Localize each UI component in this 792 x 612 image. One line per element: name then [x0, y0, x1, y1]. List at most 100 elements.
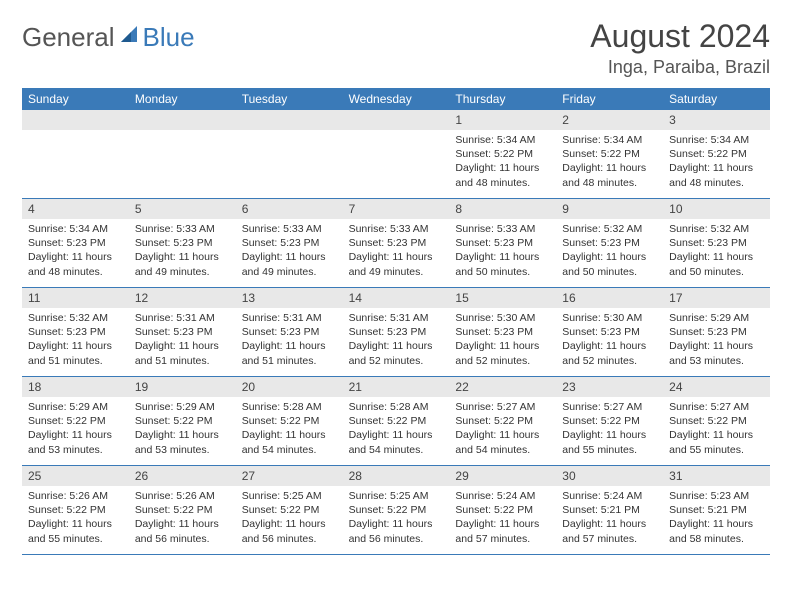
day-details: Sunrise: 5:26 AMSunset: 5:22 PMDaylight:…	[22, 486, 129, 551]
weekday-cell: Tuesday	[236, 88, 343, 110]
day-cell: 4Sunrise: 5:34 AMSunset: 5:23 PMDaylight…	[22, 199, 129, 287]
day-cell: 30Sunrise: 5:24 AMSunset: 5:21 PMDayligh…	[556, 466, 663, 554]
day-details: Sunrise: 5:29 AMSunset: 5:22 PMDaylight:…	[129, 397, 236, 462]
day-cell: 1Sunrise: 5:34 AMSunset: 5:22 PMDaylight…	[449, 110, 556, 198]
day-cell: 24Sunrise: 5:27 AMSunset: 5:22 PMDayligh…	[663, 377, 770, 465]
day-cell: 10Sunrise: 5:32 AMSunset: 5:23 PMDayligh…	[663, 199, 770, 287]
day-details: Sunrise: 5:33 AMSunset: 5:23 PMDaylight:…	[236, 219, 343, 284]
day-number: 1	[449, 110, 556, 130]
day-details: Sunrise: 5:34 AMSunset: 5:22 PMDaylight:…	[663, 130, 770, 195]
empty-day-number	[129, 110, 236, 130]
day-number: 11	[22, 288, 129, 308]
day-cell: 7Sunrise: 5:33 AMSunset: 5:23 PMDaylight…	[343, 199, 450, 287]
day-details: Sunrise: 5:34 AMSunset: 5:23 PMDaylight:…	[22, 219, 129, 284]
day-number: 17	[663, 288, 770, 308]
day-cell: 18Sunrise: 5:29 AMSunset: 5:22 PMDayligh…	[22, 377, 129, 465]
day-details: Sunrise: 5:31 AMSunset: 5:23 PMDaylight:…	[343, 308, 450, 373]
empty-day-number	[236, 110, 343, 130]
day-cell: 19Sunrise: 5:29 AMSunset: 5:22 PMDayligh…	[129, 377, 236, 465]
logo: General Blue	[22, 22, 195, 53]
day-cell: 6Sunrise: 5:33 AMSunset: 5:23 PMDaylight…	[236, 199, 343, 287]
weeks-container: 1Sunrise: 5:34 AMSunset: 5:22 PMDaylight…	[22, 110, 770, 555]
day-number: 20	[236, 377, 343, 397]
calendar: SundayMondayTuesdayWednesdayThursdayFrid…	[22, 88, 770, 555]
day-cell: 15Sunrise: 5:30 AMSunset: 5:23 PMDayligh…	[449, 288, 556, 376]
day-cell: 2Sunrise: 5:34 AMSunset: 5:22 PMDaylight…	[556, 110, 663, 198]
day-details: Sunrise: 5:31 AMSunset: 5:23 PMDaylight:…	[236, 308, 343, 373]
day-details: Sunrise: 5:30 AMSunset: 5:23 PMDaylight:…	[556, 308, 663, 373]
day-cell: 21Sunrise: 5:28 AMSunset: 5:22 PMDayligh…	[343, 377, 450, 465]
weekday-cell: Sunday	[22, 88, 129, 110]
header: General Blue August 2024 Inga, Paraiba, …	[22, 18, 770, 78]
day-number: 13	[236, 288, 343, 308]
day-number: 15	[449, 288, 556, 308]
title-block: August 2024 Inga, Paraiba, Brazil	[590, 18, 770, 78]
day-cell: 22Sunrise: 5:27 AMSunset: 5:22 PMDayligh…	[449, 377, 556, 465]
day-number: 12	[129, 288, 236, 308]
day-number: 21	[343, 377, 450, 397]
weekday-header-row: SundayMondayTuesdayWednesdayThursdayFrid…	[22, 88, 770, 110]
week-row: 1Sunrise: 5:34 AMSunset: 5:22 PMDaylight…	[22, 110, 770, 199]
day-cell: 23Sunrise: 5:27 AMSunset: 5:22 PMDayligh…	[556, 377, 663, 465]
empty-day-number	[22, 110, 129, 130]
day-details: Sunrise: 5:24 AMSunset: 5:21 PMDaylight:…	[556, 486, 663, 551]
day-details: Sunrise: 5:28 AMSunset: 5:22 PMDaylight:…	[236, 397, 343, 462]
week-row: 4Sunrise: 5:34 AMSunset: 5:23 PMDaylight…	[22, 199, 770, 288]
day-number: 9	[556, 199, 663, 219]
day-cell: 13Sunrise: 5:31 AMSunset: 5:23 PMDayligh…	[236, 288, 343, 376]
day-number: 19	[129, 377, 236, 397]
month-title: August 2024	[590, 18, 770, 55]
day-number: 2	[556, 110, 663, 130]
day-details: Sunrise: 5:25 AMSunset: 5:22 PMDaylight:…	[236, 486, 343, 551]
day-details: Sunrise: 5:29 AMSunset: 5:22 PMDaylight:…	[22, 397, 129, 462]
empty-day-number	[343, 110, 450, 130]
weekday-cell: Wednesday	[343, 88, 450, 110]
day-number: 24	[663, 377, 770, 397]
day-details: Sunrise: 5:26 AMSunset: 5:22 PMDaylight:…	[129, 486, 236, 551]
day-details: Sunrise: 5:31 AMSunset: 5:23 PMDaylight:…	[129, 308, 236, 373]
day-cell	[129, 110, 236, 198]
day-number: 8	[449, 199, 556, 219]
day-cell: 14Sunrise: 5:31 AMSunset: 5:23 PMDayligh…	[343, 288, 450, 376]
day-number: 29	[449, 466, 556, 486]
day-cell: 26Sunrise: 5:26 AMSunset: 5:22 PMDayligh…	[129, 466, 236, 554]
logo-text-blue: Blue	[143, 22, 195, 53]
day-cell: 31Sunrise: 5:23 AMSunset: 5:21 PMDayligh…	[663, 466, 770, 554]
day-number: 7	[343, 199, 450, 219]
day-details: Sunrise: 5:27 AMSunset: 5:22 PMDaylight:…	[556, 397, 663, 462]
day-cell: 29Sunrise: 5:24 AMSunset: 5:22 PMDayligh…	[449, 466, 556, 554]
logo-text-general: General	[22, 22, 115, 53]
day-cell	[22, 110, 129, 198]
day-number: 25	[22, 466, 129, 486]
day-cell: 27Sunrise: 5:25 AMSunset: 5:22 PMDayligh…	[236, 466, 343, 554]
day-details: Sunrise: 5:27 AMSunset: 5:22 PMDaylight:…	[663, 397, 770, 462]
day-number: 22	[449, 377, 556, 397]
day-details: Sunrise: 5:27 AMSunset: 5:22 PMDaylight:…	[449, 397, 556, 462]
weekday-cell: Monday	[129, 88, 236, 110]
day-cell	[236, 110, 343, 198]
day-details: Sunrise: 5:32 AMSunset: 5:23 PMDaylight:…	[22, 308, 129, 373]
day-details: Sunrise: 5:32 AMSunset: 5:23 PMDaylight:…	[556, 219, 663, 284]
day-details: Sunrise: 5:32 AMSunset: 5:23 PMDaylight:…	[663, 219, 770, 284]
day-number: 14	[343, 288, 450, 308]
day-details: Sunrise: 5:34 AMSunset: 5:22 PMDaylight:…	[449, 130, 556, 195]
day-details: Sunrise: 5:25 AMSunset: 5:22 PMDaylight:…	[343, 486, 450, 551]
day-details: Sunrise: 5:30 AMSunset: 5:23 PMDaylight:…	[449, 308, 556, 373]
day-cell: 20Sunrise: 5:28 AMSunset: 5:22 PMDayligh…	[236, 377, 343, 465]
day-cell: 9Sunrise: 5:32 AMSunset: 5:23 PMDaylight…	[556, 199, 663, 287]
day-cell: 8Sunrise: 5:33 AMSunset: 5:23 PMDaylight…	[449, 199, 556, 287]
week-row: 18Sunrise: 5:29 AMSunset: 5:22 PMDayligh…	[22, 377, 770, 466]
week-row: 25Sunrise: 5:26 AMSunset: 5:22 PMDayligh…	[22, 466, 770, 555]
day-number: 18	[22, 377, 129, 397]
day-number: 30	[556, 466, 663, 486]
day-cell: 16Sunrise: 5:30 AMSunset: 5:23 PMDayligh…	[556, 288, 663, 376]
logo-sail-icon	[119, 24, 141, 51]
day-cell: 11Sunrise: 5:32 AMSunset: 5:23 PMDayligh…	[22, 288, 129, 376]
day-number: 27	[236, 466, 343, 486]
day-details: Sunrise: 5:34 AMSunset: 5:22 PMDaylight:…	[556, 130, 663, 195]
day-number: 28	[343, 466, 450, 486]
day-details: Sunrise: 5:24 AMSunset: 5:22 PMDaylight:…	[449, 486, 556, 551]
day-number: 5	[129, 199, 236, 219]
location: Inga, Paraiba, Brazil	[590, 57, 770, 78]
day-cell: 5Sunrise: 5:33 AMSunset: 5:23 PMDaylight…	[129, 199, 236, 287]
